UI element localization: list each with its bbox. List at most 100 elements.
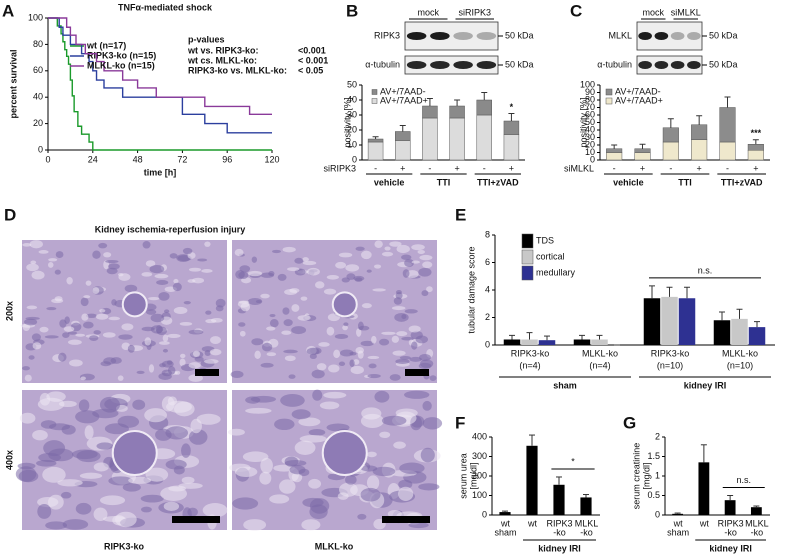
- y-tick-label: 50: [347, 79, 357, 89]
- tissue-texture: [164, 309, 170, 314]
- histology-image: [227, 389, 443, 531]
- tissue-texture: [166, 333, 181, 338]
- legend-label: AV+/7AAD+: [380, 95, 428, 105]
- tissue-texture: [183, 300, 191, 305]
- tissue-texture: [311, 369, 325, 379]
- tissue-texture: [393, 441, 406, 449]
- tissue-texture: [145, 467, 169, 482]
- tissue-texture: [142, 241, 151, 249]
- tissue-texture: [326, 423, 350, 432]
- tissue-texture: [194, 356, 204, 362]
- tissue-texture: [411, 341, 418, 350]
- tissue-texture: [247, 297, 263, 305]
- y-axis-label: [mg/dl]: [468, 462, 478, 489]
- blot-band: [638, 61, 652, 69]
- y-tick-label: 0: [485, 339, 490, 349]
- tissue-texture: [58, 352, 67, 362]
- tissue-texture: [349, 359, 355, 368]
- tissue-texture: [32, 430, 48, 441]
- tissue-texture: [269, 318, 279, 328]
- tissue-texture: [343, 322, 349, 327]
- bar: [724, 500, 736, 515]
- bar-segment: [634, 152, 651, 161]
- tissue-texture: [210, 336, 222, 344]
- tissue-texture: [350, 365, 364, 375]
- tissue-texture: [254, 350, 261, 360]
- panel-label: B: [346, 1, 358, 20]
- legend-swatch: [521, 233, 534, 249]
- tissue-texture: [415, 335, 428, 344]
- x-tick-label: -: [669, 163, 672, 173]
- x-tick-label: -ko: [580, 527, 593, 537]
- tissue-texture: [245, 407, 272, 414]
- tissue-texture: [391, 306, 406, 311]
- tissue-texture: [24, 374, 32, 382]
- y-tick-label: 8: [485, 229, 490, 239]
- tissue-texture: [418, 362, 432, 369]
- tissue-texture: [163, 501, 180, 511]
- y-tick-label: 10: [347, 139, 357, 149]
- tissue-texture: [232, 497, 259, 510]
- tissue-texture: [326, 326, 335, 336]
- tissue-texture: [282, 246, 296, 253]
- bar: [731, 318, 748, 345]
- tissue-texture: [404, 258, 415, 268]
- bar: [521, 339, 538, 345]
- tissue-texture: [279, 479, 296, 494]
- tissue-texture: [105, 259, 119, 264]
- histology-title: Kidney ischemia-reperfusion injury: [95, 224, 246, 234]
- tissue-texture: [118, 273, 131, 281]
- tissue-texture: [127, 344, 135, 353]
- tissue-texture: [40, 420, 57, 429]
- tissue-texture: [63, 326, 75, 332]
- tissue-texture: [62, 519, 89, 530]
- y-axis-label: [mg/dl]: [641, 462, 651, 489]
- tissue-texture: [158, 372, 172, 380]
- significance: ***: [751, 128, 762, 138]
- group-label: vehicle: [613, 177, 644, 187]
- tissue-texture: [47, 261, 54, 268]
- bar: [526, 445, 538, 515]
- tissue-texture: [205, 318, 217, 324]
- tissue-texture: [328, 364, 340, 373]
- bracket-label: n.s.: [736, 475, 751, 485]
- tissue-texture: [360, 340, 374, 347]
- tissue-texture: [61, 491, 72, 499]
- tissue-texture: [421, 290, 429, 297]
- tissue-texture: [67, 331, 78, 335]
- scale-bar: [405, 369, 429, 376]
- tissue-texture: [187, 279, 196, 283]
- panel-label: G: [623, 413, 636, 432]
- tissue-texture: [22, 243, 32, 247]
- tissue-texture: [418, 267, 432, 277]
- tissue-texture: [282, 307, 290, 315]
- bar: [748, 327, 766, 345]
- tissue-texture: [22, 366, 30, 371]
- tissue-texture: [312, 389, 323, 401]
- tissue-texture: [95, 313, 109, 320]
- tissue-texture: [136, 370, 145, 374]
- blot-header: mock: [417, 7, 439, 17]
- tissue-texture: [141, 272, 153, 277]
- tissue-texture: [202, 503, 228, 518]
- tissue-texture: [402, 269, 410, 278]
- y-tick-label: 0: [655, 509, 660, 519]
- tissue-texture: [92, 250, 101, 259]
- tissue-texture: [319, 401, 340, 410]
- tissue-texture: [301, 519, 321, 531]
- tissue-texture: [197, 258, 208, 262]
- bracket-label: *: [571, 456, 575, 466]
- tissue-texture: [162, 348, 168, 353]
- tissue-texture: [67, 339, 82, 345]
- tissue-texture: [169, 253, 178, 259]
- bar: [591, 339, 608, 345]
- tissue-texture: [69, 359, 83, 367]
- tissue-texture: [251, 338, 264, 346]
- y-tick-label: 50: [585, 117, 595, 127]
- tissue-texture: [128, 476, 152, 484]
- blot-row-label: α-tubulin: [597, 59, 632, 69]
- blot-row-label: MLKL: [608, 30, 632, 40]
- tissue-texture: [215, 305, 224, 312]
- panel-label: D: [4, 205, 16, 224]
- significance: *: [510, 102, 514, 112]
